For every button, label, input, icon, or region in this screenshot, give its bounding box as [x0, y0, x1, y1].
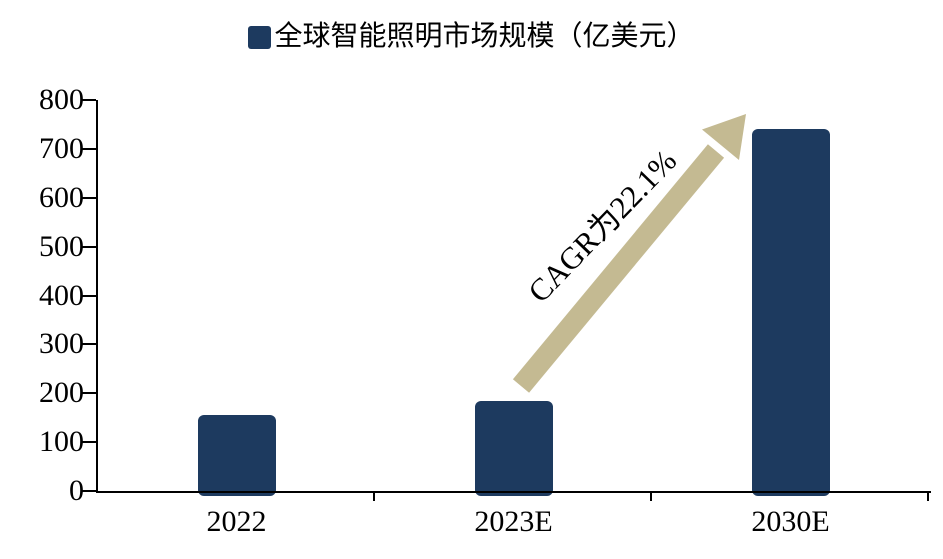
legend-swatch-icon: [248, 25, 272, 49]
bar-2030e: [751, 129, 830, 496]
y-tick: [82, 147, 96, 150]
x-tick-label-2022: 2022: [206, 505, 267, 538]
arrow-head-icon: [702, 114, 746, 160]
arrow-shaft-icon: [512, 144, 725, 393]
y-tick: [82, 441, 96, 444]
x-tick-label-2030e: 2030E: [751, 505, 830, 538]
x-axis-line: [96, 491, 931, 493]
bar-2022: [197, 415, 276, 496]
y-tick: [82, 99, 96, 101]
y-tick: [82, 294, 96, 297]
x-tick: [650, 491, 652, 501]
y-tick: [82, 196, 96, 199]
x-tick: [927, 491, 929, 501]
legend-label: 全球智能照明市场规模（亿美元）: [274, 21, 695, 52]
x-tick: [373, 491, 375, 501]
y-tick-label: 200: [39, 376, 84, 410]
y-tick-label: 100: [39, 425, 84, 459]
y-tick-label: 400: [39, 278, 84, 312]
y-tick-label: 600: [39, 180, 84, 214]
x-tick-label-2023e: 2023E: [474, 505, 553, 538]
y-tick: [82, 343, 96, 346]
plot-area: 0 100 200 300 400 500 600 700 800 2022 2023E 2030E…: [39, 83, 931, 538]
y-tick-label: 800: [39, 83, 84, 116]
y-tick: [82, 490, 96, 492]
y-axis-line: [96, 100, 98, 493]
growth-arrow: [512, 114, 746, 393]
y-tick: [82, 245, 96, 248]
y-tick: [82, 392, 96, 395]
bar-2023e: [474, 400, 553, 496]
y-tick-label: 0: [69, 474, 84, 507]
y-tick-label: 700: [39, 131, 84, 165]
y-tick-label: 500: [39, 229, 84, 263]
chart-legend: 全球智能照明市场规模（亿美元）: [0, 21, 943, 53]
y-tick-label: 300: [39, 327, 84, 361]
